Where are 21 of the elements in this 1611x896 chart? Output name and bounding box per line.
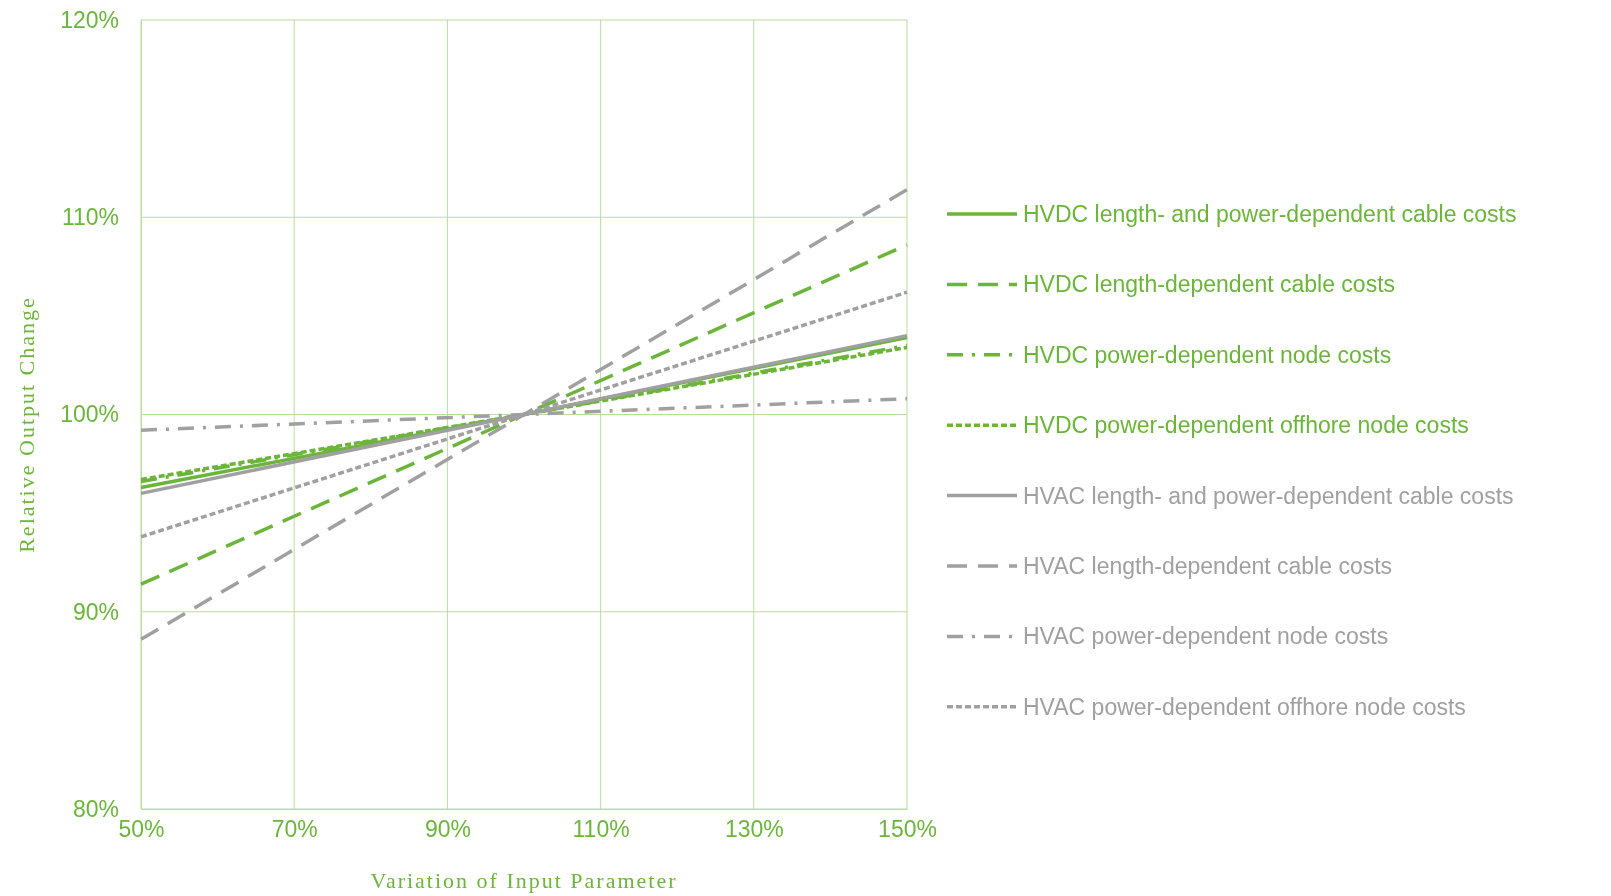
y-tick-label: 90% [72, 598, 119, 625]
legend-label: HVAC power-dependent node costs [1023, 623, 1389, 650]
legend-label: HVDC length- and power-dependent cable costs [1023, 201, 1517, 227]
y-tick-label: 110% [61, 204, 119, 231]
legend-label: HVDC power-dependent node costs [1023, 341, 1392, 368]
y-tick-label: 100% [60, 401, 119, 428]
legend-label: HVAC length- and power-dependent cable costs [1023, 482, 1514, 509]
y-axis-title: Relative Output Change [14, 296, 39, 553]
x-tick-label: 110% [572, 816, 630, 843]
legend-label: HVDC length-dependent cable costs [1023, 271, 1396, 298]
legend-label: HVAC length-dependent cable costs [1023, 553, 1393, 579]
x-tick-label: 130% [724, 816, 784, 843]
y-tick-label: 120% [60, 6, 119, 33]
x-tick-label: 90% [424, 816, 471, 843]
x-tick-label: 150% [878, 816, 937, 843]
x-tick-label: 50% [118, 816, 165, 843]
legend-label: HVAC power-dependent offhore node costs [1023, 693, 1466, 720]
x-axis-title: Variation of Input Parameter [370, 868, 678, 893]
y-tick-label: 80% [72, 795, 119, 822]
x-tick-label: 70% [271, 816, 318, 843]
legend-label: HVDC power-dependent offhore node costs [1023, 412, 1469, 439]
